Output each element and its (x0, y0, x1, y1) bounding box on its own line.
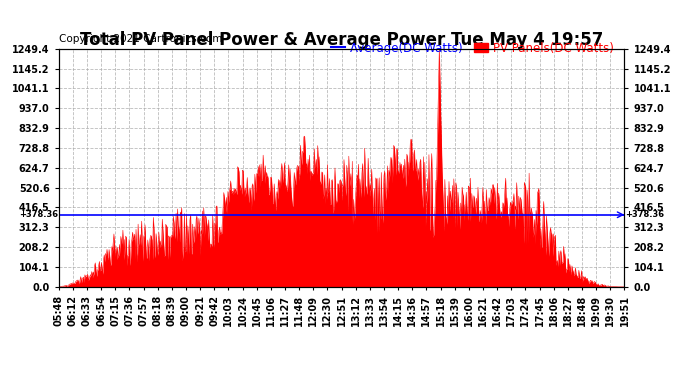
Legend: Average(DC Watts), PV Panels(DC Watts): Average(DC Watts), PV Panels(DC Watts) (326, 37, 618, 59)
Title: Total PV Panel Power & Average Power Tue May 4 19:57: Total PV Panel Power & Average Power Tue… (80, 31, 603, 49)
Text: Copyright 2021 Cartronics.com: Copyright 2021 Cartronics.com (59, 34, 222, 44)
Text: +378.36: +378.36 (625, 210, 664, 219)
Text: +378.36: +378.36 (19, 210, 58, 219)
